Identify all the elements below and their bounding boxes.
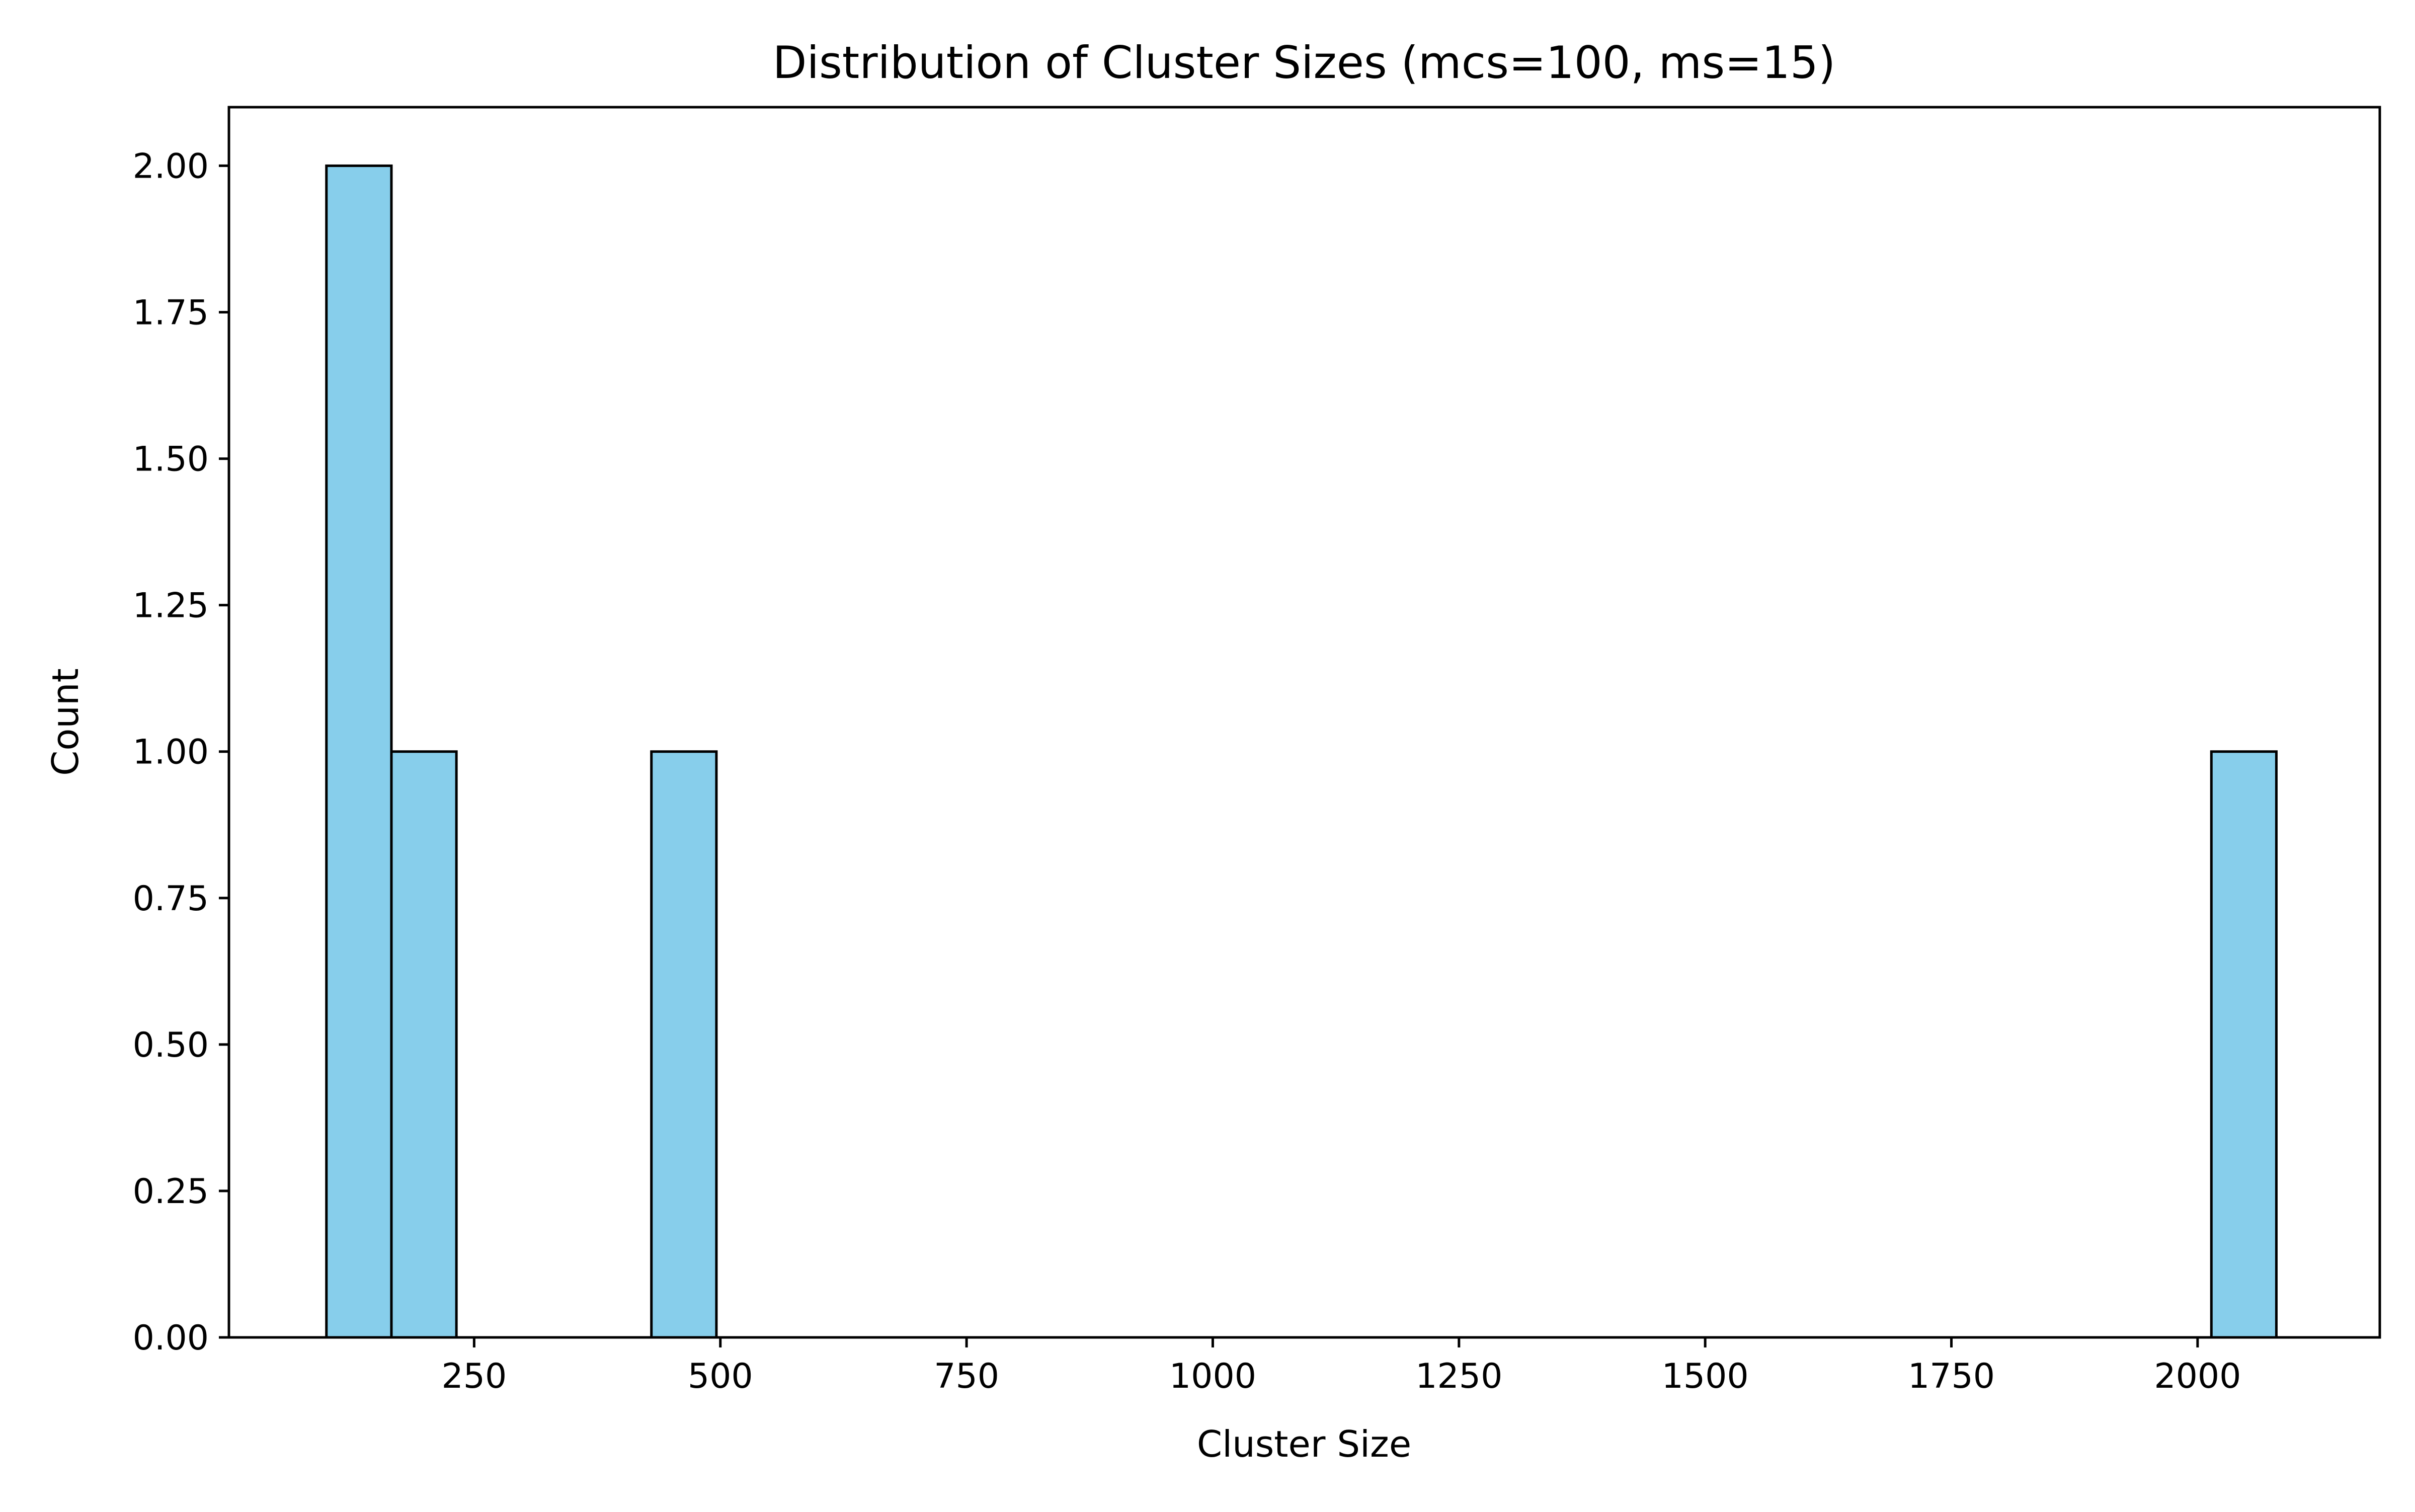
x-tick-label: 1500 — [1662, 1357, 1749, 1396]
y-tick-label: 0.75 — [133, 879, 209, 919]
y-tick-label: 0.00 — [133, 1318, 209, 1358]
x-tick-label: 1250 — [1415, 1357, 1502, 1396]
y-tick-label: 1.50 — [133, 440, 209, 480]
histogram-bar — [325, 164, 393, 1339]
y-axis-label: Count — [44, 668, 87, 776]
y-tick-label: 0.25 — [133, 1172, 209, 1212]
y-axis-ticks: 0.00 0.25 0.50 0.75 1.00 1.25 1.50 1.75 2.00 — [133, 146, 229, 1358]
x-tick-label: 1000 — [1169, 1357, 1256, 1396]
bars-group — [325, 164, 2278, 1339]
x-tick-label: 250 — [441, 1357, 507, 1396]
plot-frame — [227, 106, 2381, 1339]
histogram-bar — [650, 750, 718, 1339]
x-tick-label: 2000 — [2154, 1357, 2241, 1396]
y-tick-label: 1.75 — [133, 293, 209, 333]
x-tick-label: 1750 — [1908, 1357, 1995, 1396]
histogram-bar — [2210, 750, 2278, 1339]
x-axis-ticks: 250 500 750 1000 1250 1500 1750 2000 — [441, 1337, 2241, 1396]
x-tick-label: 750 — [934, 1357, 999, 1396]
y-tick-label: 1.00 — [133, 733, 209, 772]
x-tick-label: 500 — [688, 1357, 753, 1396]
histogram-bar — [390, 750, 458, 1339]
y-tick-label: 1.25 — [133, 586, 209, 626]
y-tick-label: 0.50 — [133, 1025, 209, 1065]
x-axis-label: Cluster Size — [1197, 1423, 1411, 1465]
y-tick-label: 2.00 — [133, 146, 209, 186]
chart-title: Distribution of Cluster Sizes (mcs=100, … — [773, 37, 1835, 89]
